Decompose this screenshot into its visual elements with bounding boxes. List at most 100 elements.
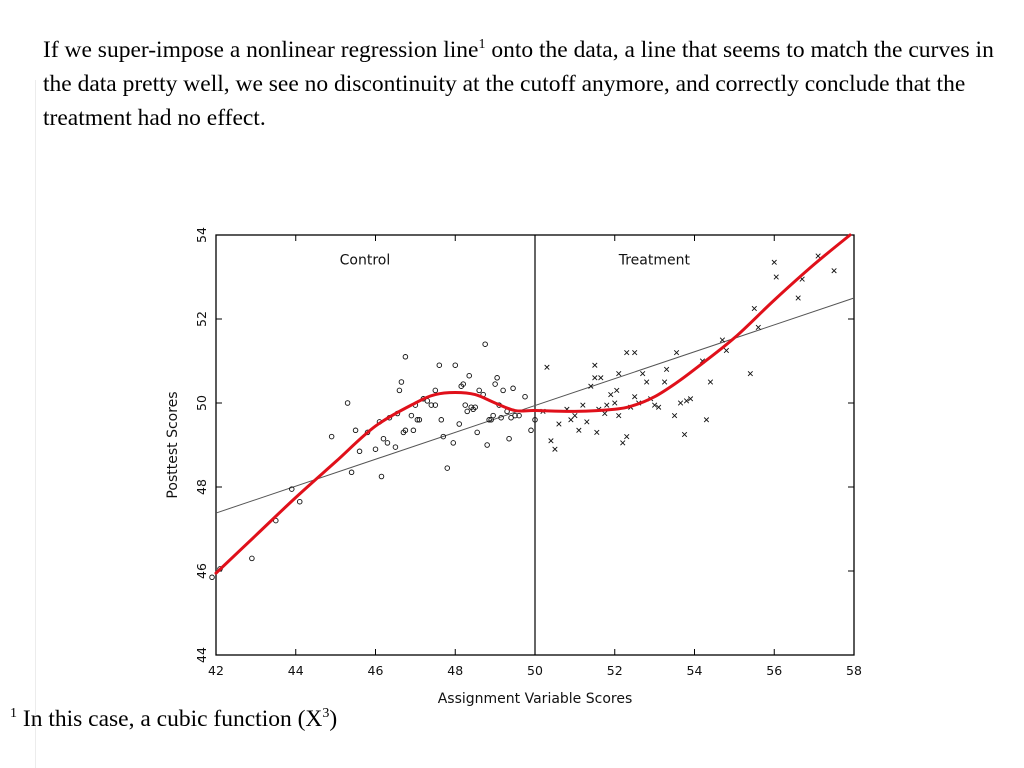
control-point bbox=[522, 393, 528, 400]
treatment-point bbox=[655, 404, 662, 410]
control-point bbox=[344, 400, 351, 406]
treatment-point bbox=[703, 417, 710, 423]
treatment-point bbox=[687, 396, 694, 402]
treatment-point bbox=[640, 370, 646, 377]
treatment-point bbox=[584, 419, 590, 425]
treatment-point bbox=[614, 387, 620, 394]
control-point bbox=[289, 486, 295, 492]
cross-stroke bbox=[671, 412, 678, 419]
footnote-reference: 1 bbox=[478, 37, 486, 53]
cross-stroke bbox=[624, 349, 630, 356]
control-point bbox=[444, 465, 451, 471]
cubic-regression-curve bbox=[214, 233, 852, 575]
treatment-point bbox=[588, 383, 594, 389]
control-point bbox=[380, 435, 387, 442]
cross-stroke bbox=[799, 276, 805, 282]
region-labels: Control Treatment bbox=[340, 252, 691, 268]
x-tick-label: 42 bbox=[208, 663, 224, 678]
cross-stroke bbox=[681, 431, 688, 438]
treatment-point bbox=[681, 431, 688, 438]
cross-stroke bbox=[598, 375, 604, 381]
cross-stroke bbox=[723, 347, 730, 354]
x-tick-label: 46 bbox=[368, 663, 384, 678]
cross-stroke bbox=[556, 421, 562, 427]
cross-stroke bbox=[592, 375, 598, 381]
cross-stroke bbox=[831, 268, 837, 274]
cross-stroke bbox=[612, 400, 618, 406]
treatment-point bbox=[616, 412, 622, 419]
cross-stroke bbox=[677, 400, 684, 406]
control-point bbox=[432, 387, 439, 394]
control-point bbox=[472, 404, 478, 410]
control-point bbox=[484, 442, 490, 448]
control-point bbox=[516, 412, 522, 419]
cross-stroke bbox=[548, 438, 554, 444]
cross-stroke bbox=[699, 358, 706, 364]
control-point bbox=[408, 412, 415, 419]
cross-stroke bbox=[584, 419, 590, 425]
cross-stroke bbox=[620, 440, 626, 446]
control-point bbox=[398, 379, 405, 385]
control-point bbox=[462, 402, 468, 408]
x-tick-label: 56 bbox=[766, 663, 782, 678]
treatment-point bbox=[773, 274, 779, 280]
control-point bbox=[428, 402, 435, 408]
control-point bbox=[450, 440, 457, 446]
control-point bbox=[532, 417, 538, 423]
control-point bbox=[510, 385, 516, 392]
cross-stroke bbox=[747, 370, 753, 377]
cross-stroke bbox=[661, 379, 668, 385]
treatment-point bbox=[568, 417, 574, 423]
treatment-point bbox=[831, 268, 837, 274]
cross-stroke bbox=[592, 362, 598, 368]
cross-stroke bbox=[624, 433, 630, 440]
control-point bbox=[209, 574, 215, 581]
footnote-text-b: ) bbox=[329, 706, 338, 732]
control-point bbox=[384, 440, 391, 446]
data-markers bbox=[209, 253, 837, 581]
treatment-point bbox=[683, 398, 690, 404]
region-label: Treatment bbox=[618, 252, 691, 268]
treatment-point bbox=[644, 379, 650, 385]
cross-stroke bbox=[663, 366, 670, 373]
control-point bbox=[378, 473, 385, 480]
treatment-point bbox=[671, 412, 678, 419]
x-tick-label: 50 bbox=[527, 663, 543, 678]
cross-stroke bbox=[576, 427, 582, 433]
treatment-point bbox=[747, 370, 753, 377]
treatment-point bbox=[624, 349, 630, 356]
control-point bbox=[440, 433, 447, 440]
linear-fit-lines bbox=[215, 297, 855, 514]
treatment-point bbox=[572, 412, 578, 419]
cross-stroke bbox=[687, 396, 694, 402]
cross-stroke bbox=[588, 383, 594, 389]
treatment-point bbox=[652, 402, 658, 408]
control-point bbox=[410, 427, 417, 434]
control-point bbox=[452, 362, 459, 368]
control-point bbox=[460, 381, 466, 387]
control-point bbox=[512, 412, 518, 419]
cross-stroke bbox=[655, 404, 662, 410]
control-point bbox=[436, 362, 443, 368]
control-point bbox=[438, 417, 445, 423]
control-point bbox=[482, 341, 488, 347]
cross-stroke bbox=[755, 324, 761, 331]
control-point bbox=[348, 469, 355, 476]
control-point bbox=[476, 387, 482, 394]
treatment-point bbox=[608, 391, 614, 398]
treatment-point bbox=[663, 366, 670, 373]
treatment-point bbox=[632, 394, 638, 400]
treatment-point bbox=[620, 440, 626, 446]
control-point bbox=[506, 435, 512, 442]
control-point bbox=[414, 417, 421, 423]
control-point bbox=[494, 375, 500, 381]
treatment-point bbox=[771, 259, 777, 265]
treatment-point bbox=[552, 446, 558, 452]
treatment-point bbox=[612, 400, 618, 406]
cross-stroke bbox=[614, 387, 620, 394]
treatment-point bbox=[592, 362, 598, 368]
control-point bbox=[486, 417, 492, 423]
control-point bbox=[466, 372, 472, 379]
cross-stroke bbox=[632, 349, 638, 356]
